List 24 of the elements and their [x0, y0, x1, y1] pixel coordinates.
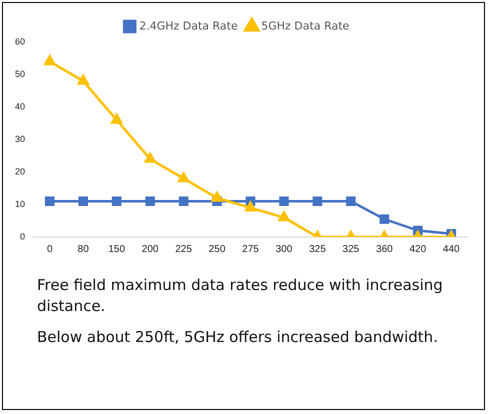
y-tick-label: 10 [14, 198, 26, 209]
x-tick-label: 150 [108, 244, 126, 255]
y-tick-label: 50 [14, 68, 26, 79]
x-tick-label: 325 [342, 244, 360, 255]
x-tick-label: 360 [376, 244, 394, 255]
x-tick-label: 250 [208, 244, 226, 255]
x-tick-label: 80 [78, 244, 90, 255]
x-tick-label: 440 [442, 244, 460, 255]
y-tick-label: 60 [14, 36, 26, 46]
x-tick-label: 275 [242, 244, 260, 255]
x-tick-label: 200 [142, 244, 159, 255]
legend-label: 2.4GHz Data Rate [139, 19, 238, 32]
text: Free field maximum data rates reduce with increasing distance. [37, 275, 444, 317]
y-tick-label: 30 [14, 134, 26, 144]
legend-label: 5GHz Data Rate [261, 19, 350, 32]
text: Below about 250ft, 5GHz offers increased bandwidth. [37, 327, 439, 348]
x-tick-label: 325 [309, 244, 326, 255]
y-tick-label: 0 [20, 231, 26, 242]
y-tick-label: 40 [14, 101, 26, 112]
x-tick-label: 0 [46, 244, 53, 255]
x-tick-label: 225 [175, 244, 192, 255]
y-tick-label: 20 [14, 166, 26, 176]
x-tick-label: 420 [409, 244, 427, 255]
x-tick-label: 300 [276, 244, 293, 255]
